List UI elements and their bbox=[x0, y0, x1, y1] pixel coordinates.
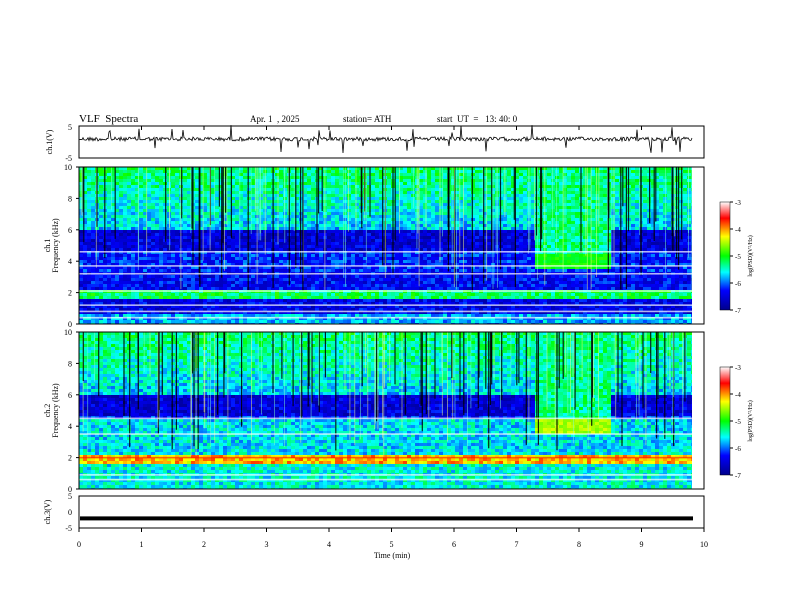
ch2-spectrogram-ytick-4: 4 bbox=[68, 422, 72, 431]
ch1-spectrogram-ytick-10: 10 bbox=[64, 163, 72, 172]
date-label: Apr. 1 , 2025 bbox=[250, 114, 300, 124]
ch1-spectrogram-ytick-6: 6 bbox=[68, 226, 72, 235]
xtick-6: 6 bbox=[452, 540, 456, 549]
xtick-4: 4 bbox=[327, 540, 331, 549]
ch1-voltage-ylabel: ch.1(V) bbox=[45, 129, 54, 154]
xtick-10: 10 bbox=[700, 540, 708, 549]
ch3-ytick-0: 0 bbox=[68, 508, 72, 517]
ch3-voltage-axes bbox=[78, 495, 705, 529]
ch1-spectrogram-image bbox=[79, 167, 692, 324]
ch2-spectrogram-colorbar-tick--7: -7 bbox=[735, 472, 741, 480]
ch2-spectrogram-ytick-2: 2 bbox=[68, 454, 72, 463]
ch1-spectrogram-colorbar bbox=[719, 201, 731, 311]
ch2-spectrogram-ytick-6: 6 bbox=[68, 391, 72, 400]
ch2-spectrogram-colorbar-tick--4: -4 bbox=[735, 391, 741, 399]
ch1-spectrogram-colorbar-tick--3: -3 bbox=[735, 199, 741, 207]
xtick-0: 0 bbox=[77, 540, 81, 549]
figure-title: VLF Spectra bbox=[79, 113, 139, 125]
ch3-voltage-ylabel: ch.3(V) bbox=[43, 499, 52, 524]
ch1-spectrogram-colorbar-tick--4: -4 bbox=[735, 226, 741, 234]
ch2-spectrogram-ytick-0: 0 bbox=[68, 485, 72, 494]
ch3-voltage-trace bbox=[80, 516, 693, 521]
ch1-spectrogram-ytick-4: 4 bbox=[68, 257, 72, 266]
ch2-spectrogram-colorbar bbox=[719, 366, 731, 476]
xtick-8: 8 bbox=[577, 540, 581, 549]
ch2-spectrogram-colorbar-tick--5: -5 bbox=[735, 418, 741, 426]
ch1-ytick-minus5: -5 bbox=[65, 154, 72, 163]
ch1-voltage-axes bbox=[78, 125, 705, 159]
xtick-1: 1 bbox=[140, 540, 144, 549]
ch2-spectrogram-colorbar-label: log(PSD)(V²/Hz) bbox=[747, 400, 754, 441]
ch1-spectrogram-colorbar-label: log(PSD)(V²/Hz) bbox=[747, 235, 754, 276]
xtick-2: 2 bbox=[202, 540, 206, 549]
ch2-spectrogram-image bbox=[79, 332, 692, 489]
ch1-spectrogram-ytick-2: 2 bbox=[68, 289, 72, 298]
ch1-spectrogram-ytick-8: 8 bbox=[68, 194, 72, 203]
xtick-3: 3 bbox=[265, 540, 269, 549]
ch2-spectrogram-ytick-8: 8 bbox=[68, 359, 72, 368]
start-time-label: start UT = 13: 40: 0 bbox=[437, 114, 518, 124]
ch1-spectrogram-colorbar-tick--6: -6 bbox=[735, 280, 741, 288]
ch2-spectrogram-colorbar-tick--6: -6 bbox=[735, 445, 741, 453]
ch3-ytick-5: 5 bbox=[68, 492, 72, 501]
ch1-spectrogram-axes bbox=[78, 166, 705, 325]
ch2-spectrogram-channel-label: ch.2 bbox=[43, 404, 52, 418]
station-label: station= ATH bbox=[343, 114, 392, 124]
ch1-spectrogram-ytick-0: 0 bbox=[68, 320, 72, 329]
ch1-spectrogram-channel-label: ch.1 bbox=[43, 239, 52, 253]
ch2-spectrogram-colorbar-tick--3: -3 bbox=[735, 364, 741, 372]
ch1-ytick-5: 5 bbox=[68, 123, 72, 132]
xtick-7: 7 bbox=[515, 540, 519, 549]
ch1-spectrogram-colorbar-tick--5: -5 bbox=[735, 253, 741, 261]
ch2-spectrogram-freq-ylabel: Frequency (kHz) bbox=[51, 383, 60, 438]
xtick-9: 9 bbox=[640, 540, 644, 549]
ch2-spectrogram-ytick-10: 10 bbox=[64, 328, 72, 337]
xtick-5: 5 bbox=[390, 540, 394, 549]
ch2-spectrogram-axes bbox=[78, 331, 705, 490]
time-xlabel: Time (min) bbox=[374, 551, 411, 560]
ch1-spectrogram-freq-ylabel: Frequency (kHz) bbox=[51, 218, 60, 273]
ch1-voltage-trace bbox=[79, 125, 693, 154]
ch1-spectrogram-colorbar-tick--7: -7 bbox=[735, 307, 741, 315]
ch3-ytick--5: -5 bbox=[65, 524, 72, 533]
